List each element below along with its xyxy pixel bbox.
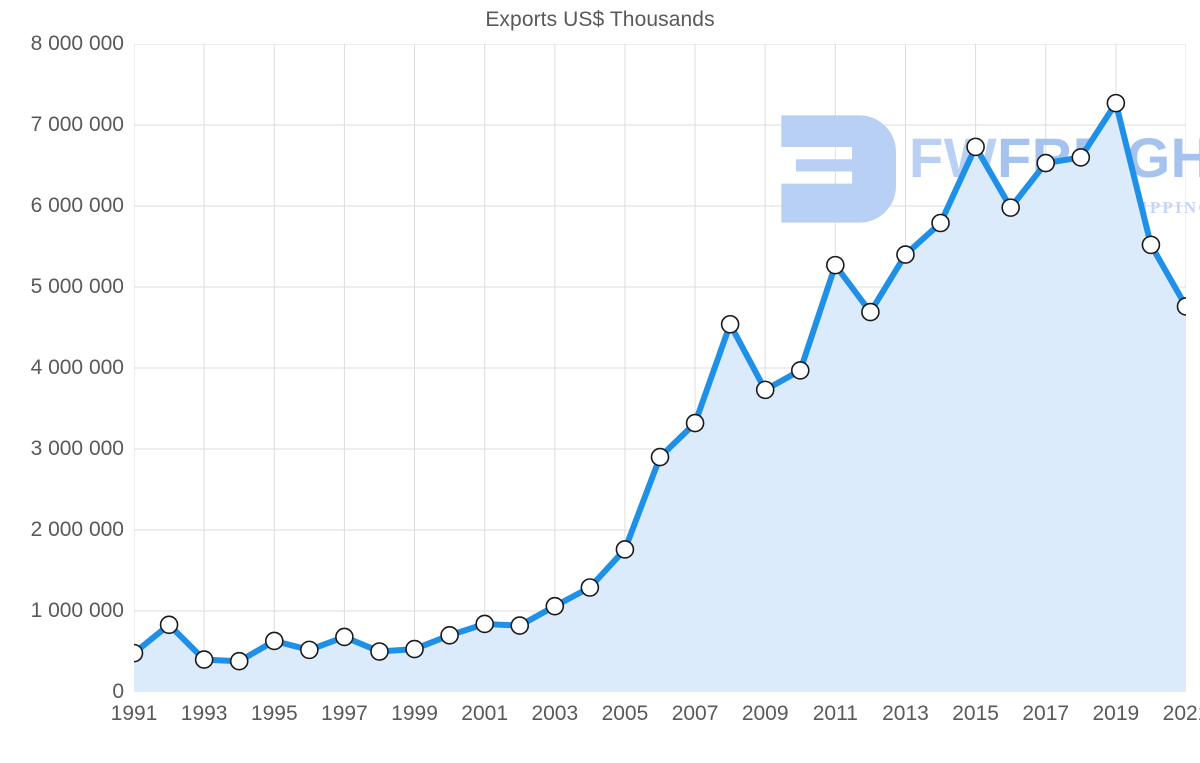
data-point-marker[interactable] [1036, 153, 1056, 173]
x-axis-tick-label: 2009 [741, 702, 789, 725]
data-point-marker[interactable] [1141, 235, 1161, 255]
x-axis-tick-label: 2015 [952, 702, 999, 725]
data-point-marker[interactable] [650, 447, 670, 467]
data-point-marker[interactable] [510, 616, 530, 635]
data-point-marker[interactable] [861, 302, 880, 322]
x-axis-tick-label: 2019 [1092, 702, 1140, 725]
x-axis-tick-label: 1997 [321, 702, 368, 725]
data-point-marker[interactable] [1106, 93, 1126, 113]
x-axis-tick-label: 1991 [110, 702, 158, 725]
y-axis-tick-label: 1 000 000 [30, 599, 124, 622]
data-point-marker[interactable] [896, 245, 915, 264]
data-point-marker[interactable] [1071, 148, 1091, 167]
data-point-marker[interactable] [194, 650, 214, 669]
y-axis-tick-label: 0 [112, 680, 124, 703]
y-axis-tick-label: 8 000 000 [30, 32, 124, 55]
data-point-marker[interactable] [545, 596, 565, 616]
data-point-marker[interactable] [615, 540, 635, 559]
x-axis-tick-label: 2013 [882, 702, 929, 725]
data-point-marker[interactable] [264, 631, 284, 651]
y-axis-tick-label: 3 000 000 [30, 437, 124, 460]
x-axis-tick-label: 2011 [812, 702, 858, 725]
data-point-marker[interactable] [134, 643, 144, 663]
x-axis-tick-label: 2003 [531, 702, 579, 725]
data-point-marker[interactable] [966, 137, 985, 157]
y-axis-tick-label: 5 000 000 [30, 275, 124, 298]
x-axis-tick-label: 2001 [461, 702, 509, 725]
data-point-marker[interactable] [720, 314, 740, 334]
series-area-fill [134, 103, 1186, 692]
data-point-marker[interactable] [685, 413, 705, 433]
data-point-marker[interactable] [335, 627, 354, 647]
chart-title: Exports US$ Thousands [485, 8, 715, 31]
data-point-marker[interactable] [159, 615, 179, 635]
data-point-marker[interactable] [826, 255, 845, 275]
x-axis-tick-label: 2005 [601, 702, 649, 725]
data-series [134, 93, 1187, 692]
x-axis-tick-label: 2017 [1022, 702, 1070, 725]
data-point-marker[interactable] [300, 640, 319, 660]
y-axis-tick-label: 4 000 000 [30, 356, 124, 379]
data-point-marker[interactable] [440, 625, 459, 645]
data-point-marker[interactable] [931, 213, 950, 233]
x-axis-tick-label: 1993 [180, 702, 228, 725]
data-point-marker[interactable] [580, 578, 600, 597]
data-point-marker[interactable] [1176, 297, 1187, 316]
data-point-marker[interactable] [370, 642, 389, 661]
x-axis-tick-label: 1999 [391, 702, 438, 725]
data-point-marker[interactable] [790, 361, 810, 380]
data-point-marker[interactable] [475, 614, 494, 634]
y-axis-tick-label: 6 000 000 [30, 194, 124, 217]
data-point-marker[interactable] [1001, 198, 1020, 217]
x-axis-tick-label: 1995 [250, 702, 298, 725]
data-point-marker[interactable] [229, 651, 249, 671]
y-axis-tick-label: 2 000 000 [30, 518, 124, 541]
x-axis-tick-label: 2007 [671, 702, 719, 725]
data-point-marker[interactable] [755, 380, 775, 400]
y-axis-tick-label: 7 000 000 [30, 113, 124, 136]
x-axis-tick-label: 2021 [1162, 702, 1200, 725]
data-point-marker[interactable] [405, 639, 424, 659]
y-axis: 0 1 000 000 2 000 000 3 000 000 4 000 000 5 0… [0, 0, 124, 763]
